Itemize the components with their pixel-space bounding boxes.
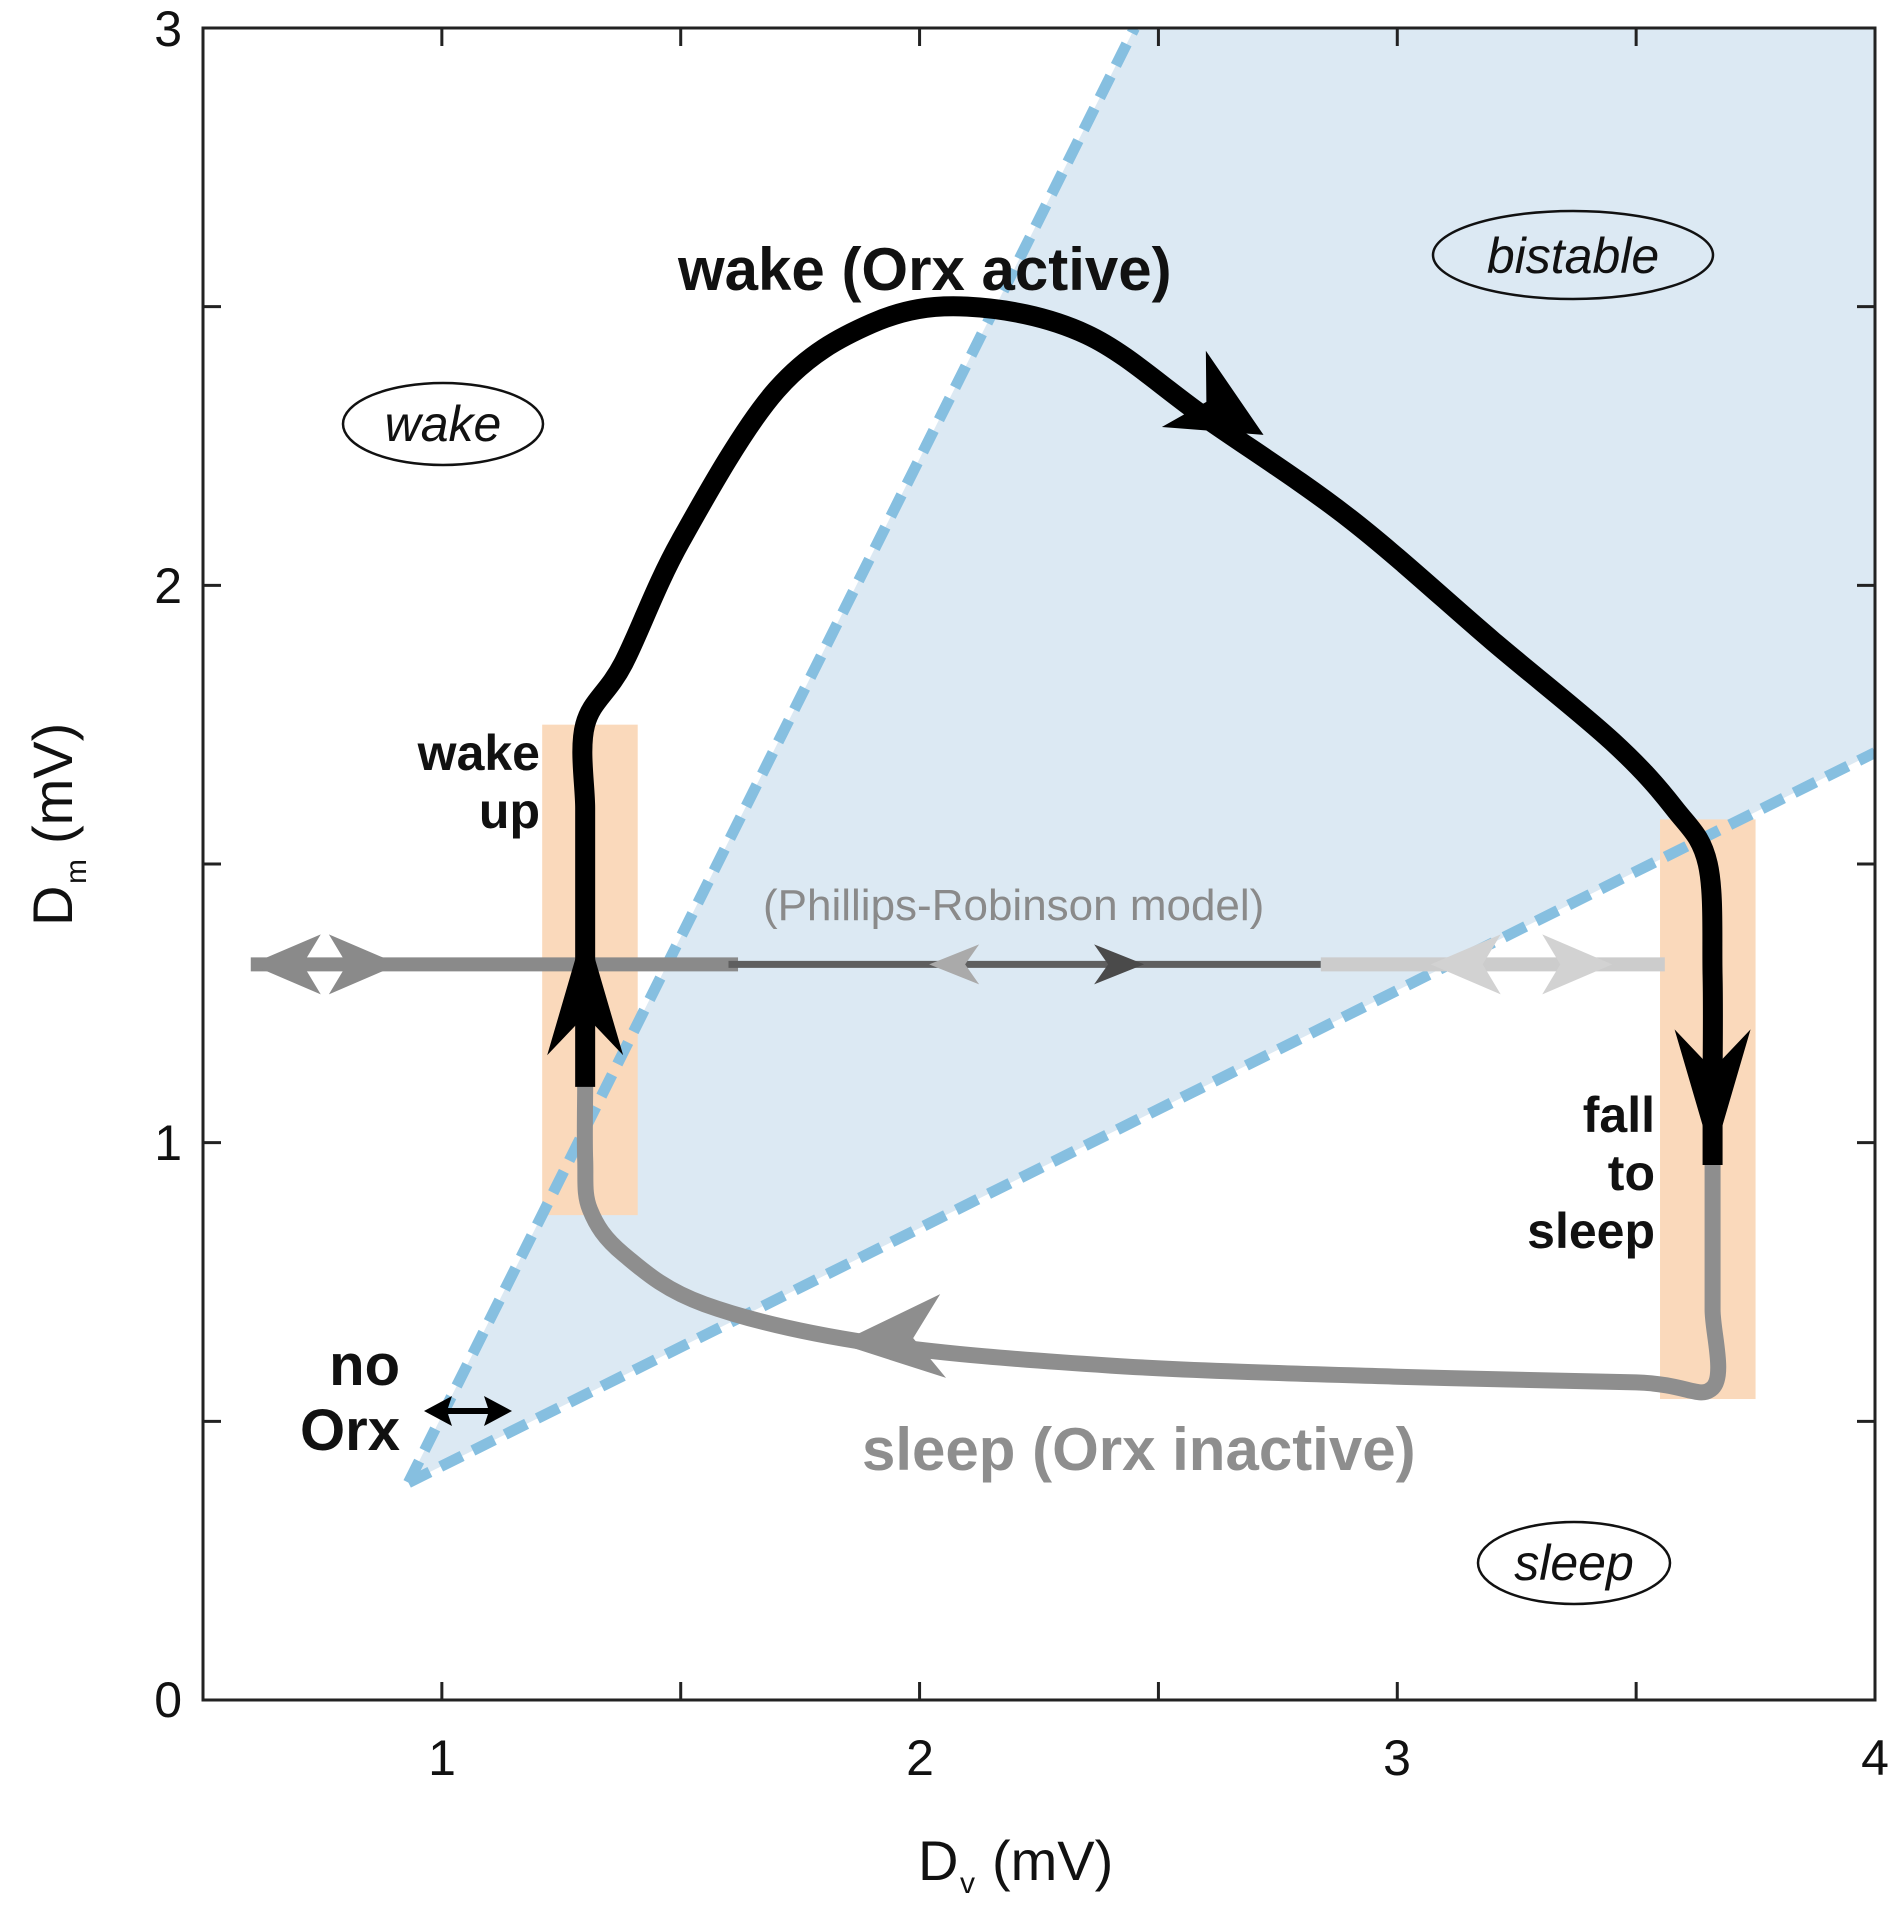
pr-arrow-left-2 xyxy=(929,944,980,985)
region-bistable-label: bistable xyxy=(1487,228,1659,284)
pr-arrow-right-3 xyxy=(1542,934,1613,995)
pr-arrow-left-3 xyxy=(1430,934,1501,995)
wake-direction-arrow xyxy=(1161,350,1264,435)
fall-to-sleep-label-line3: sleep xyxy=(1527,1203,1655,1259)
fall-to-sleep-label-line2: to xyxy=(1608,1145,1655,1201)
wake-trajectory xyxy=(572,296,1723,1165)
y-axis-label: D m (mV) xyxy=(21,723,93,926)
phillips-robinson-model-line xyxy=(250,934,1665,995)
wake-up-arrow xyxy=(547,925,624,1056)
y-tick-label-2: 2 xyxy=(154,558,182,614)
region-wake-ellipse xyxy=(341,381,545,467)
y-axis-symbol: D xyxy=(21,886,84,926)
y-axis-subscript: m xyxy=(60,859,93,884)
region-sleep-label: sleep xyxy=(1514,1535,1634,1591)
x-axis-symbol: D xyxy=(918,1829,958,1892)
region-sleep-ellipse xyxy=(1476,1520,1672,1606)
y-tick-label-0: 0 xyxy=(154,1672,182,1728)
x-tick-label-1: 1 xyxy=(428,1730,456,1786)
phillips-robinson-label: (Phillips-Robinson model) xyxy=(763,881,1264,930)
fall-to-sleep-label-line1: fall xyxy=(1583,1087,1655,1143)
wake-orx-active-label: wake (Orx active) xyxy=(677,236,1172,303)
sleep-direction-arrow xyxy=(838,1294,947,1378)
region-wake-label: wake xyxy=(385,396,502,452)
pr-arrow-right-2 xyxy=(1094,944,1145,985)
sleep-orx-inactive-label: sleep (Orx inactive) xyxy=(862,1416,1416,1483)
pr-arrow-right-1 xyxy=(328,934,399,995)
no-orx-label-line2: Orx xyxy=(300,1398,400,1463)
bistable-boundary-lower xyxy=(405,747,1875,1488)
wake-up-label-line2: up xyxy=(479,783,540,839)
x-axis-subscript: v xyxy=(960,1867,975,1900)
region-bistable-ellipse xyxy=(1431,209,1715,301)
x-tick-label-2: 2 xyxy=(906,1730,934,1786)
x-tick-label-3: 3 xyxy=(1383,1730,1411,1786)
svg-text:D: D xyxy=(918,1829,958,1892)
y-tick-label-3: 3 xyxy=(154,1,182,57)
x-axis-unit: (mV) xyxy=(992,1829,1113,1892)
no-orx-label-line1: no xyxy=(329,1333,400,1398)
fall-to-sleep-arrow xyxy=(1674,1029,1751,1160)
bistable-region xyxy=(408,28,1875,1483)
x-tick-label-4: 4 xyxy=(1861,1730,1889,1786)
sleep-trajectory xyxy=(576,1078,1727,1401)
y-tick-label-1: 1 xyxy=(154,1115,182,1171)
axis-ticks xyxy=(203,26,1877,1702)
y-axis-unit: (mV) xyxy=(21,723,84,844)
x-axis-label: D v (mV) xyxy=(918,1829,1113,1900)
pr-arrow-left-1 xyxy=(250,934,321,995)
bistable-boundary-upper xyxy=(403,28,1140,1486)
no-orx-double-arrow xyxy=(424,1396,512,1426)
wake-up-label-line1: wake xyxy=(417,725,540,781)
